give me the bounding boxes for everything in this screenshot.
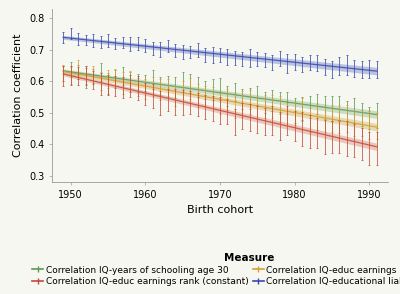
Legend: Correlation IQ-years of schooling age 30, Correlation IQ-educ earnings rank (con: Correlation IQ-years of schooling age 30… xyxy=(28,250,400,290)
Y-axis label: Correlation coefficient: Correlation coefficient xyxy=(14,34,24,157)
X-axis label: Birth cohort: Birth cohort xyxy=(187,206,253,216)
